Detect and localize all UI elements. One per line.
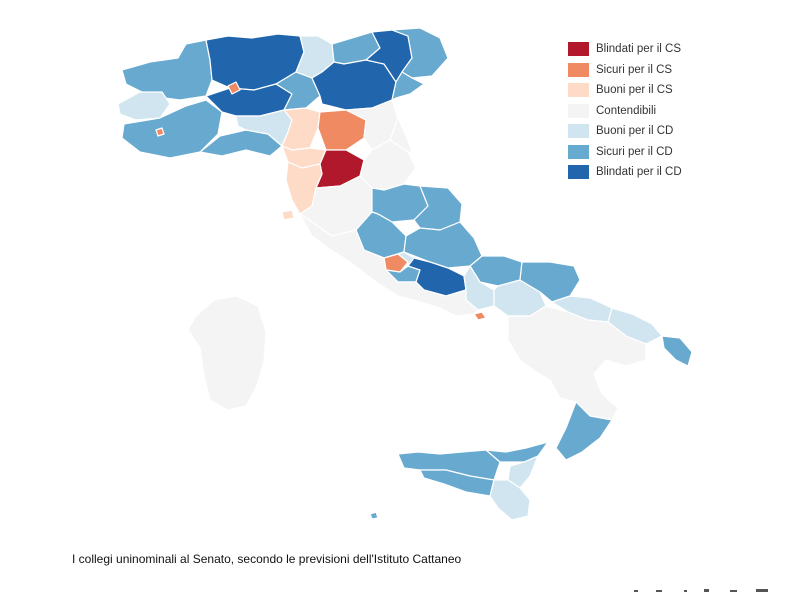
region-isola-small — [369, 511, 379, 520]
region-milano-cs — [227, 81, 241, 95]
italy-map-svg — [117, 27, 693, 521]
region-torino-cs — [155, 127, 165, 137]
region-salento — [661, 335, 693, 367]
legend-label: Blindati per il CD — [596, 166, 682, 179]
italy-map — [117, 27, 693, 521]
region-piemonte-south — [121, 99, 223, 159]
legend-label: Blindati per il CS — [596, 43, 682, 56]
legend-item: Sicuri per il CS — [568, 60, 682, 81]
legend-item: Sicuri per il CD — [568, 142, 682, 163]
region-sicilia-north-east — [485, 441, 549, 463]
legend-item: Contendibili — [568, 101, 682, 122]
region-emilia-contendibili — [371, 117, 413, 153]
legend-label: Buoni per il CS — [596, 84, 673, 97]
region-napoli-cs — [473, 311, 487, 321]
region-sardegna — [187, 295, 267, 411]
region-south-contendibili — [507, 305, 647, 421]
legend-item: Buoni per il CS — [568, 80, 682, 101]
region-calabria-south — [555, 401, 613, 461]
legend-swatch — [568, 103, 589, 118]
legend-item: Blindati per il CD — [568, 162, 682, 183]
legend-swatch — [568, 144, 589, 159]
region-friuli-east — [391, 27, 449, 79]
legend-item: Blindati per il CS — [568, 39, 682, 60]
legend-swatch — [568, 83, 589, 98]
legend-item: Buoni per il CD — [568, 121, 682, 142]
legend-label: Sicuri per il CD — [596, 145, 673, 158]
region-sicilia-west — [397, 449, 501, 481]
footer-marks — [634, 589, 768, 592]
region-trieste — [391, 71, 425, 101]
map-legend: Blindati per il CS Sicuri per il CS Buoni … — [568, 39, 682, 183]
region-piemonte-north — [121, 39, 213, 101]
region-marche-south — [371, 183, 429, 223]
legend-swatch — [568, 62, 589, 77]
legend-swatch — [568, 42, 589, 57]
legend-label: Sicuri per il CS — [596, 63, 673, 76]
region-isola-elba — [281, 209, 295, 221]
region-centro-contendibili — [299, 213, 479, 317]
region-sicilia-south-east — [489, 479, 531, 521]
legend-label: Contendibili — [596, 104, 657, 117]
legend-swatch — [568, 124, 589, 139]
legend-swatch — [568, 165, 589, 180]
legend-label: Buoni per il CD — [596, 125, 674, 138]
map-caption: I collegi uninominali al Senato, secondo… — [72, 552, 462, 566]
region-aosta — [117, 91, 171, 121]
